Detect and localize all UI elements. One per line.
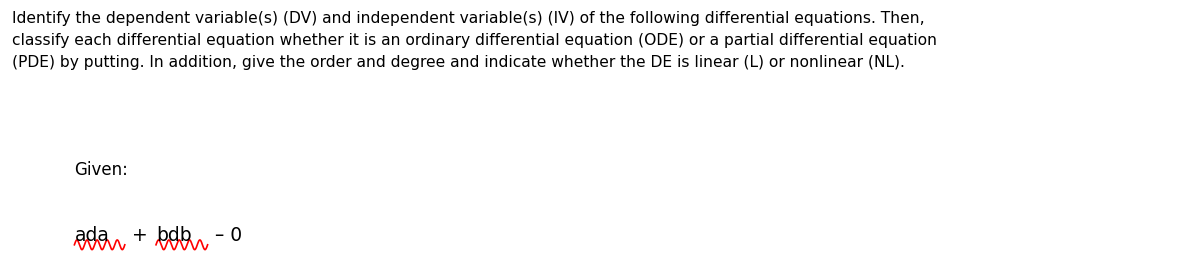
Text: +: + [126,226,154,245]
Text: bdb: bdb [156,226,192,245]
Text: ada: ada [74,226,109,245]
Text: Identify the dependent variable(s) (DV) and independent variable(s) (IV) of the : Identify the dependent variable(s) (DV) … [12,11,937,70]
Text: – 0: – 0 [209,226,242,245]
Text: Given:: Given: [74,161,128,179]
